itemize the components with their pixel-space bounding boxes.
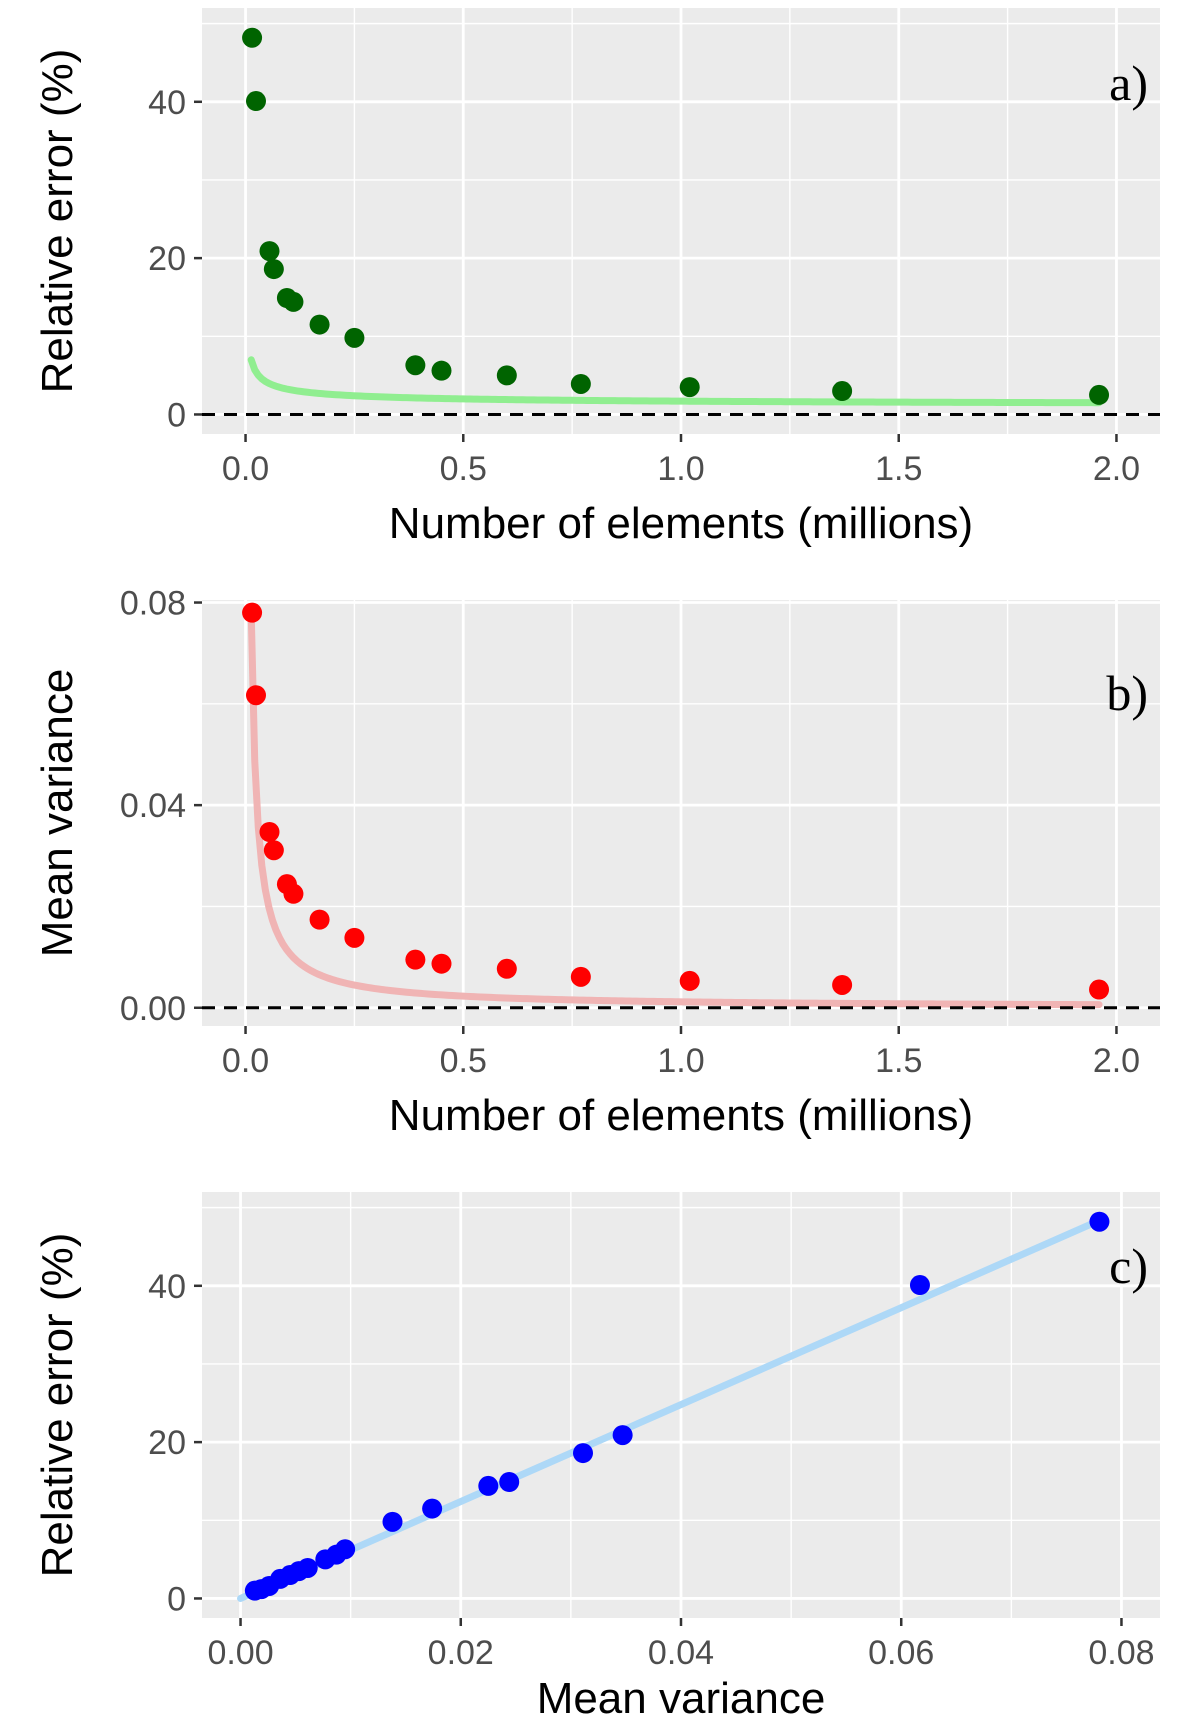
panel-a-y-axis-title: Relative error (%) — [33, 49, 82, 394]
panel-c: 0.00 0.02 0.04 0.06 0.08 0 20 40 Mean variance… — [33, 1192, 1160, 1722]
data-point — [570, 966, 591, 987]
panel-b-y-axis-title: Mean variance — [33, 669, 82, 958]
x-tick-label: 1.0 — [657, 1042, 704, 1080]
data-point — [431, 953, 452, 974]
panel-b-fit-layer — [202, 609, 1160, 1010]
panel-b-y-ticks: 0.00 0.04 0.08 — [120, 585, 202, 1028]
panel-c-y-axis-title: Relative error (%) — [33, 1233, 82, 1578]
x-tick-label: 0.5 — [440, 450, 487, 488]
data-point — [496, 958, 517, 979]
data-point — [245, 91, 266, 112]
panel-b-label: b) — [1106, 665, 1148, 721]
data-point — [405, 355, 426, 376]
panel-b-gridlines — [202, 600, 1160, 1026]
data-point — [909, 1275, 930, 1296]
panel-a-x-axis-title: Number of elements (millions) — [389, 499, 973, 548]
y-tick-label: 40 — [148, 1268, 186, 1306]
data-point — [242, 602, 263, 623]
panel-c-gridlines — [202, 1192, 1160, 1618]
panel-c-x-axis-title: Mean variance — [537, 1674, 826, 1722]
panel-c-points — [244, 1211, 1110, 1601]
data-point — [259, 241, 280, 262]
y-tick-label: 0 — [167, 1580, 186, 1618]
panel-b: 0.0 0.5 1.0 1.5 2.0 0.00 0.04 0.08 Number of e… — [33, 585, 1160, 1140]
fit-line — [237, 1216, 1103, 1602]
x-tick-label: 0.0 — [222, 1042, 269, 1080]
fit-curve — [247, 609, 1103, 1009]
data-point — [422, 1498, 443, 1519]
x-tick-label: 0.06 — [868, 1634, 934, 1672]
panel-c-y-ticks: 0 20 40 — [148, 1268, 202, 1618]
panel-a-points — [242, 27, 1110, 405]
data-point — [283, 291, 304, 312]
data-point — [405, 949, 426, 970]
x-tick-label: 1.5 — [875, 1042, 922, 1080]
panel-b-x-ticks: 0.0 0.5 1.0 1.5 2.0 — [222, 1026, 1140, 1080]
data-point — [679, 970, 700, 991]
data-point — [259, 821, 280, 842]
y-tick-label: 0.08 — [120, 585, 186, 623]
data-point — [263, 840, 284, 861]
panel-a-y-ticks: 0 20 40 — [148, 84, 202, 434]
x-tick-label: 0.00 — [207, 1634, 273, 1672]
panel-a-label: a) — [1109, 55, 1148, 111]
x-tick-label: 1.0 — [657, 450, 704, 488]
y-tick-label: 0 — [167, 396, 186, 434]
data-point — [1089, 979, 1110, 1000]
x-tick-label: 0.08 — [1088, 1634, 1154, 1672]
panel-c-x-ticks: 0.00 0.02 0.04 0.06 0.08 — [207, 1618, 1155, 1672]
data-point — [612, 1425, 633, 1446]
x-tick-label: 0.5 — [440, 1042, 487, 1080]
x-tick-label: 2.0 — [1093, 450, 1140, 488]
fit-curve — [247, 356, 1103, 407]
y-tick-label: 20 — [148, 240, 186, 278]
data-point — [244, 1580, 265, 1601]
panel-c-fit-layer — [237, 1216, 1103, 1602]
y-tick-label: 20 — [148, 1424, 186, 1462]
x-tick-label: 0.04 — [648, 1634, 714, 1672]
data-point — [832, 381, 853, 402]
data-point — [570, 373, 591, 394]
data-point — [1089, 384, 1110, 405]
panel-a-x-ticks: 0.0 0.5 1.0 1.5 2.0 — [222, 434, 1140, 488]
panel-c-label: c) — [1109, 1238, 1148, 1294]
data-point — [478, 1475, 499, 1496]
data-point — [344, 327, 365, 348]
data-point — [1089, 1211, 1110, 1232]
data-point — [344, 927, 365, 948]
panel-b-x-axis-title: Number of elements (millions) — [389, 1091, 973, 1140]
panel-b-points — [242, 602, 1110, 1000]
y-tick-label: 0.04 — [120, 787, 186, 825]
x-tick-label: 0.02 — [428, 1634, 494, 1672]
panel-a-fit-layer — [202, 356, 1160, 416]
data-point — [679, 377, 700, 398]
data-point — [245, 685, 266, 706]
data-point — [309, 909, 330, 930]
panel-a: 0.0 0.5 1.0 1.5 2.0 0 20 40 Number of elements… — [33, 8, 1160, 548]
x-tick-label: 0.0 — [222, 450, 269, 488]
data-point — [315, 1549, 336, 1570]
panel-a-gridlines — [202, 8, 1160, 434]
data-point — [572, 1443, 593, 1464]
data-point — [496, 365, 517, 386]
y-tick-label: 40 — [148, 84, 186, 122]
x-tick-label: 2.0 — [1093, 1042, 1140, 1080]
x-tick-label: 1.5 — [875, 450, 922, 488]
data-point — [431, 360, 452, 381]
data-point — [309, 314, 330, 335]
data-point — [382, 1511, 403, 1532]
y-tick-label: 0.00 — [120, 990, 186, 1028]
data-point — [499, 1471, 520, 1492]
data-point — [283, 883, 304, 904]
data-point — [242, 27, 263, 48]
data-point — [832, 974, 853, 995]
data-point — [263, 259, 284, 280]
